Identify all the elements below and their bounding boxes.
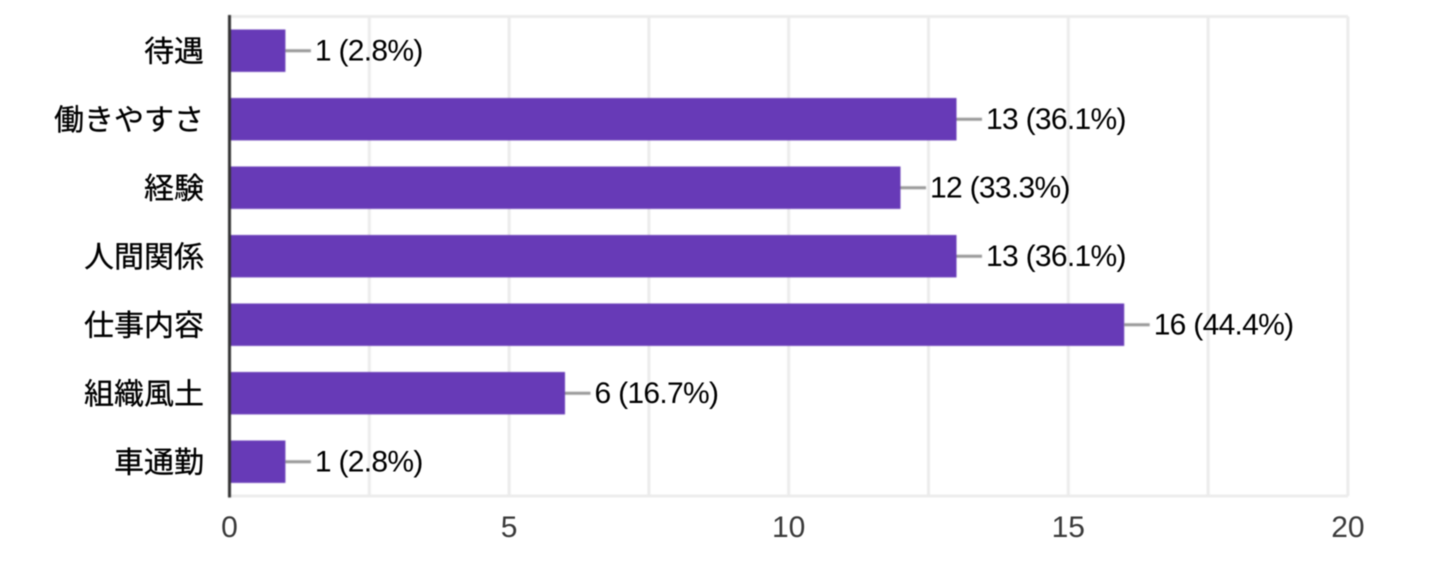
svg-text:20: 20 bbox=[1331, 511, 1364, 544]
svg-text:15: 15 bbox=[1052, 511, 1085, 544]
svg-text:1 (2.8%): 1 (2.8%) bbox=[315, 446, 423, 479]
svg-text:13 (36.1%): 13 (36.1%) bbox=[986, 103, 1126, 136]
svg-text:10: 10 bbox=[772, 511, 805, 544]
svg-text:12 (33.3%): 12 (33.3%) bbox=[930, 172, 1070, 205]
svg-text:13 (36.1%): 13 (36.1%) bbox=[986, 240, 1126, 273]
svg-text:16 (44.4%): 16 (44.4%) bbox=[1154, 309, 1294, 342]
svg-text:0: 0 bbox=[221, 511, 238, 544]
svg-text:5: 5 bbox=[501, 511, 518, 544]
svg-text:6 (16.7%): 6 (16.7%) bbox=[595, 377, 719, 410]
svg-text:1 (2.8%): 1 (2.8%) bbox=[315, 35, 423, 68]
